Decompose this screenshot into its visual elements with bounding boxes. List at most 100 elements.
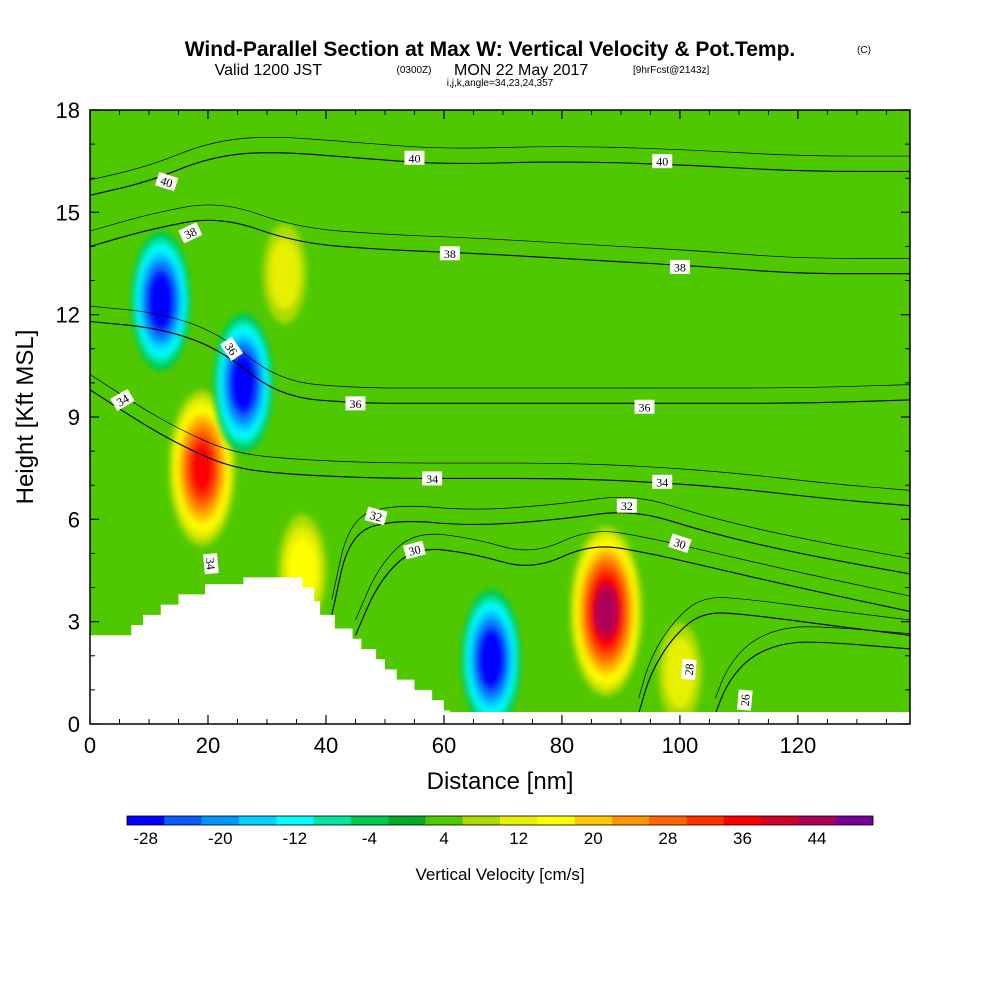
- y-tick-label: 15: [56, 200, 80, 225]
- colorbar: -28 -20 -12 -4 4 12 20 28 36 44: [126, 815, 874, 848]
- feature-3: [570, 526, 643, 697]
- colorbar-swatch: [164, 816, 202, 825]
- colorbar-tick-label: 28: [658, 829, 677, 848]
- contour-label-text: 26: [738, 694, 753, 707]
- contour-label-38: 38: [669, 259, 690, 274]
- chart-title: Wind-Parallel Section at Max W: Vertical…: [185, 38, 796, 61]
- isentrope-minor: [331, 497, 910, 600]
- x-tick-label: 80: [550, 733, 574, 758]
- contour-label-text: 32: [621, 499, 633, 513]
- contour-label-bg: [616, 498, 637, 513]
- isentrope-minor: [355, 531, 910, 621]
- colorbar-swatch: [127, 816, 165, 825]
- contour-label-34: 34: [110, 388, 135, 412]
- contour-label-bg: [178, 222, 203, 244]
- y-tick-label: 3: [68, 610, 80, 635]
- colorbar-tick-label: -4: [362, 829, 377, 848]
- colorbar-swatch: [574, 816, 613, 825]
- contour-label-bg: [402, 540, 426, 560]
- isentrope-lines: [90, 136, 910, 714]
- contour-label-text: 34: [656, 475, 668, 489]
- contour-label-32: 32: [364, 506, 388, 526]
- feature-0: [168, 390, 236, 546]
- forecast-info: [9hrFcst@2143z]: [633, 65, 710, 76]
- contour-label-text: 30: [407, 542, 422, 559]
- colorbar-swatch: [500, 816, 538, 825]
- contour-label-38: 38: [178, 222, 203, 244]
- colorbar-tick-label: -28: [133, 829, 158, 848]
- feature-band: [232, 360, 254, 406]
- valid-date: MON 22 May 2017: [454, 62, 588, 79]
- isentrope-minor: [90, 136, 910, 181]
- colorbar-frame: [126, 815, 874, 826]
- valid-time: Valid 1200 JST: [215, 62, 323, 79]
- contour-label-34: 34: [422, 471, 443, 486]
- contour-label-bg: [680, 658, 697, 680]
- colorbar-swatch: [649, 816, 687, 825]
- contour-label-bg: [439, 246, 460, 261]
- contour-label-26: 26: [736, 689, 753, 711]
- y-tick-label: 12: [56, 303, 80, 328]
- contour-label-36: 36: [220, 336, 244, 361]
- feature-band: [191, 443, 214, 493]
- contour-label-text: 34: [203, 557, 218, 570]
- contour-label-text: 36: [639, 400, 651, 414]
- colorbar-tick-label: 20: [584, 829, 603, 848]
- isentrope-minor: [90, 305, 910, 389]
- isentrope-minor: [638, 597, 910, 699]
- colorbar-swatch: [276, 816, 314, 825]
- feature-band: [150, 278, 172, 324]
- contour-label-text: 40: [159, 174, 175, 191]
- contour-label-34: 34: [203, 553, 219, 575]
- x-tick-label: 100: [662, 733, 699, 758]
- contour-label-text: 36: [349, 397, 361, 411]
- contour-label-40: 40: [652, 154, 673, 169]
- contour-labels: 40 40 40 38 38 38 36 36 36 34 34 34 34 32 32 30 30 28 26: [110, 150, 753, 711]
- colorbar-swatch: [686, 816, 725, 825]
- terrain-mask: [90, 577, 910, 724]
- contour-label-bg: [404, 150, 425, 165]
- colorbar-swatch: [238, 816, 277, 825]
- x-tick-label: 20: [196, 733, 220, 758]
- contour-label-bg: [634, 399, 655, 414]
- feature-band: [269, 238, 301, 310]
- contour-label-bg: [220, 336, 244, 361]
- plot-area: 40 40 40 38 38 38 36 36 36 34 34 34 34 32 32 30 30 28 26: [90, 110, 910, 724]
- contour-label-text: 30: [672, 535, 688, 552]
- section-info: i,j,k,angle=34,23,24,357: [447, 78, 554, 89]
- colorbar-swatch: [350, 816, 389, 825]
- contour-label-bg: [203, 553, 219, 575]
- y-tick-label: 6: [68, 507, 80, 532]
- contour-label-text: 28: [682, 663, 697, 676]
- contour-label-bg: [345, 396, 366, 411]
- isentrope-minor: [90, 374, 910, 491]
- contour-label-36: 36: [634, 399, 655, 414]
- contour-label-text: 40: [408, 151, 420, 165]
- feature-band: [664, 637, 696, 709]
- contour-label-bg: [652, 154, 673, 169]
- contour-label-text: 38: [182, 224, 199, 242]
- feature-1: [262, 223, 307, 324]
- y-tick-label: 18: [56, 98, 80, 123]
- valid-utc: (0300Z): [396, 65, 431, 76]
- colorbar-swatch: [835, 816, 874, 825]
- colorbar-tick-label: -20: [208, 829, 233, 848]
- copyright-mark: (C): [857, 45, 871, 56]
- colorbar-tick-label: 36: [733, 829, 752, 848]
- isentrope-38: [90, 219, 910, 275]
- contour-label-30: 30: [402, 540, 426, 560]
- isentrope-32: [331, 512, 910, 615]
- contour-label-28: 28: [680, 658, 697, 680]
- contour-label-bg: [669, 259, 690, 274]
- feature-4: [658, 622, 702, 723]
- contour-label-bg: [364, 506, 388, 526]
- terrain: [90, 577, 910, 724]
- contour-label-36: 36: [345, 396, 366, 411]
- x-tick-label: 0: [84, 733, 96, 758]
- contour-label-bg: [736, 689, 753, 711]
- colorbar-swatch: [425, 816, 463, 825]
- x-tick-label: 120: [780, 733, 817, 758]
- isentrope-26: [714, 641, 910, 714]
